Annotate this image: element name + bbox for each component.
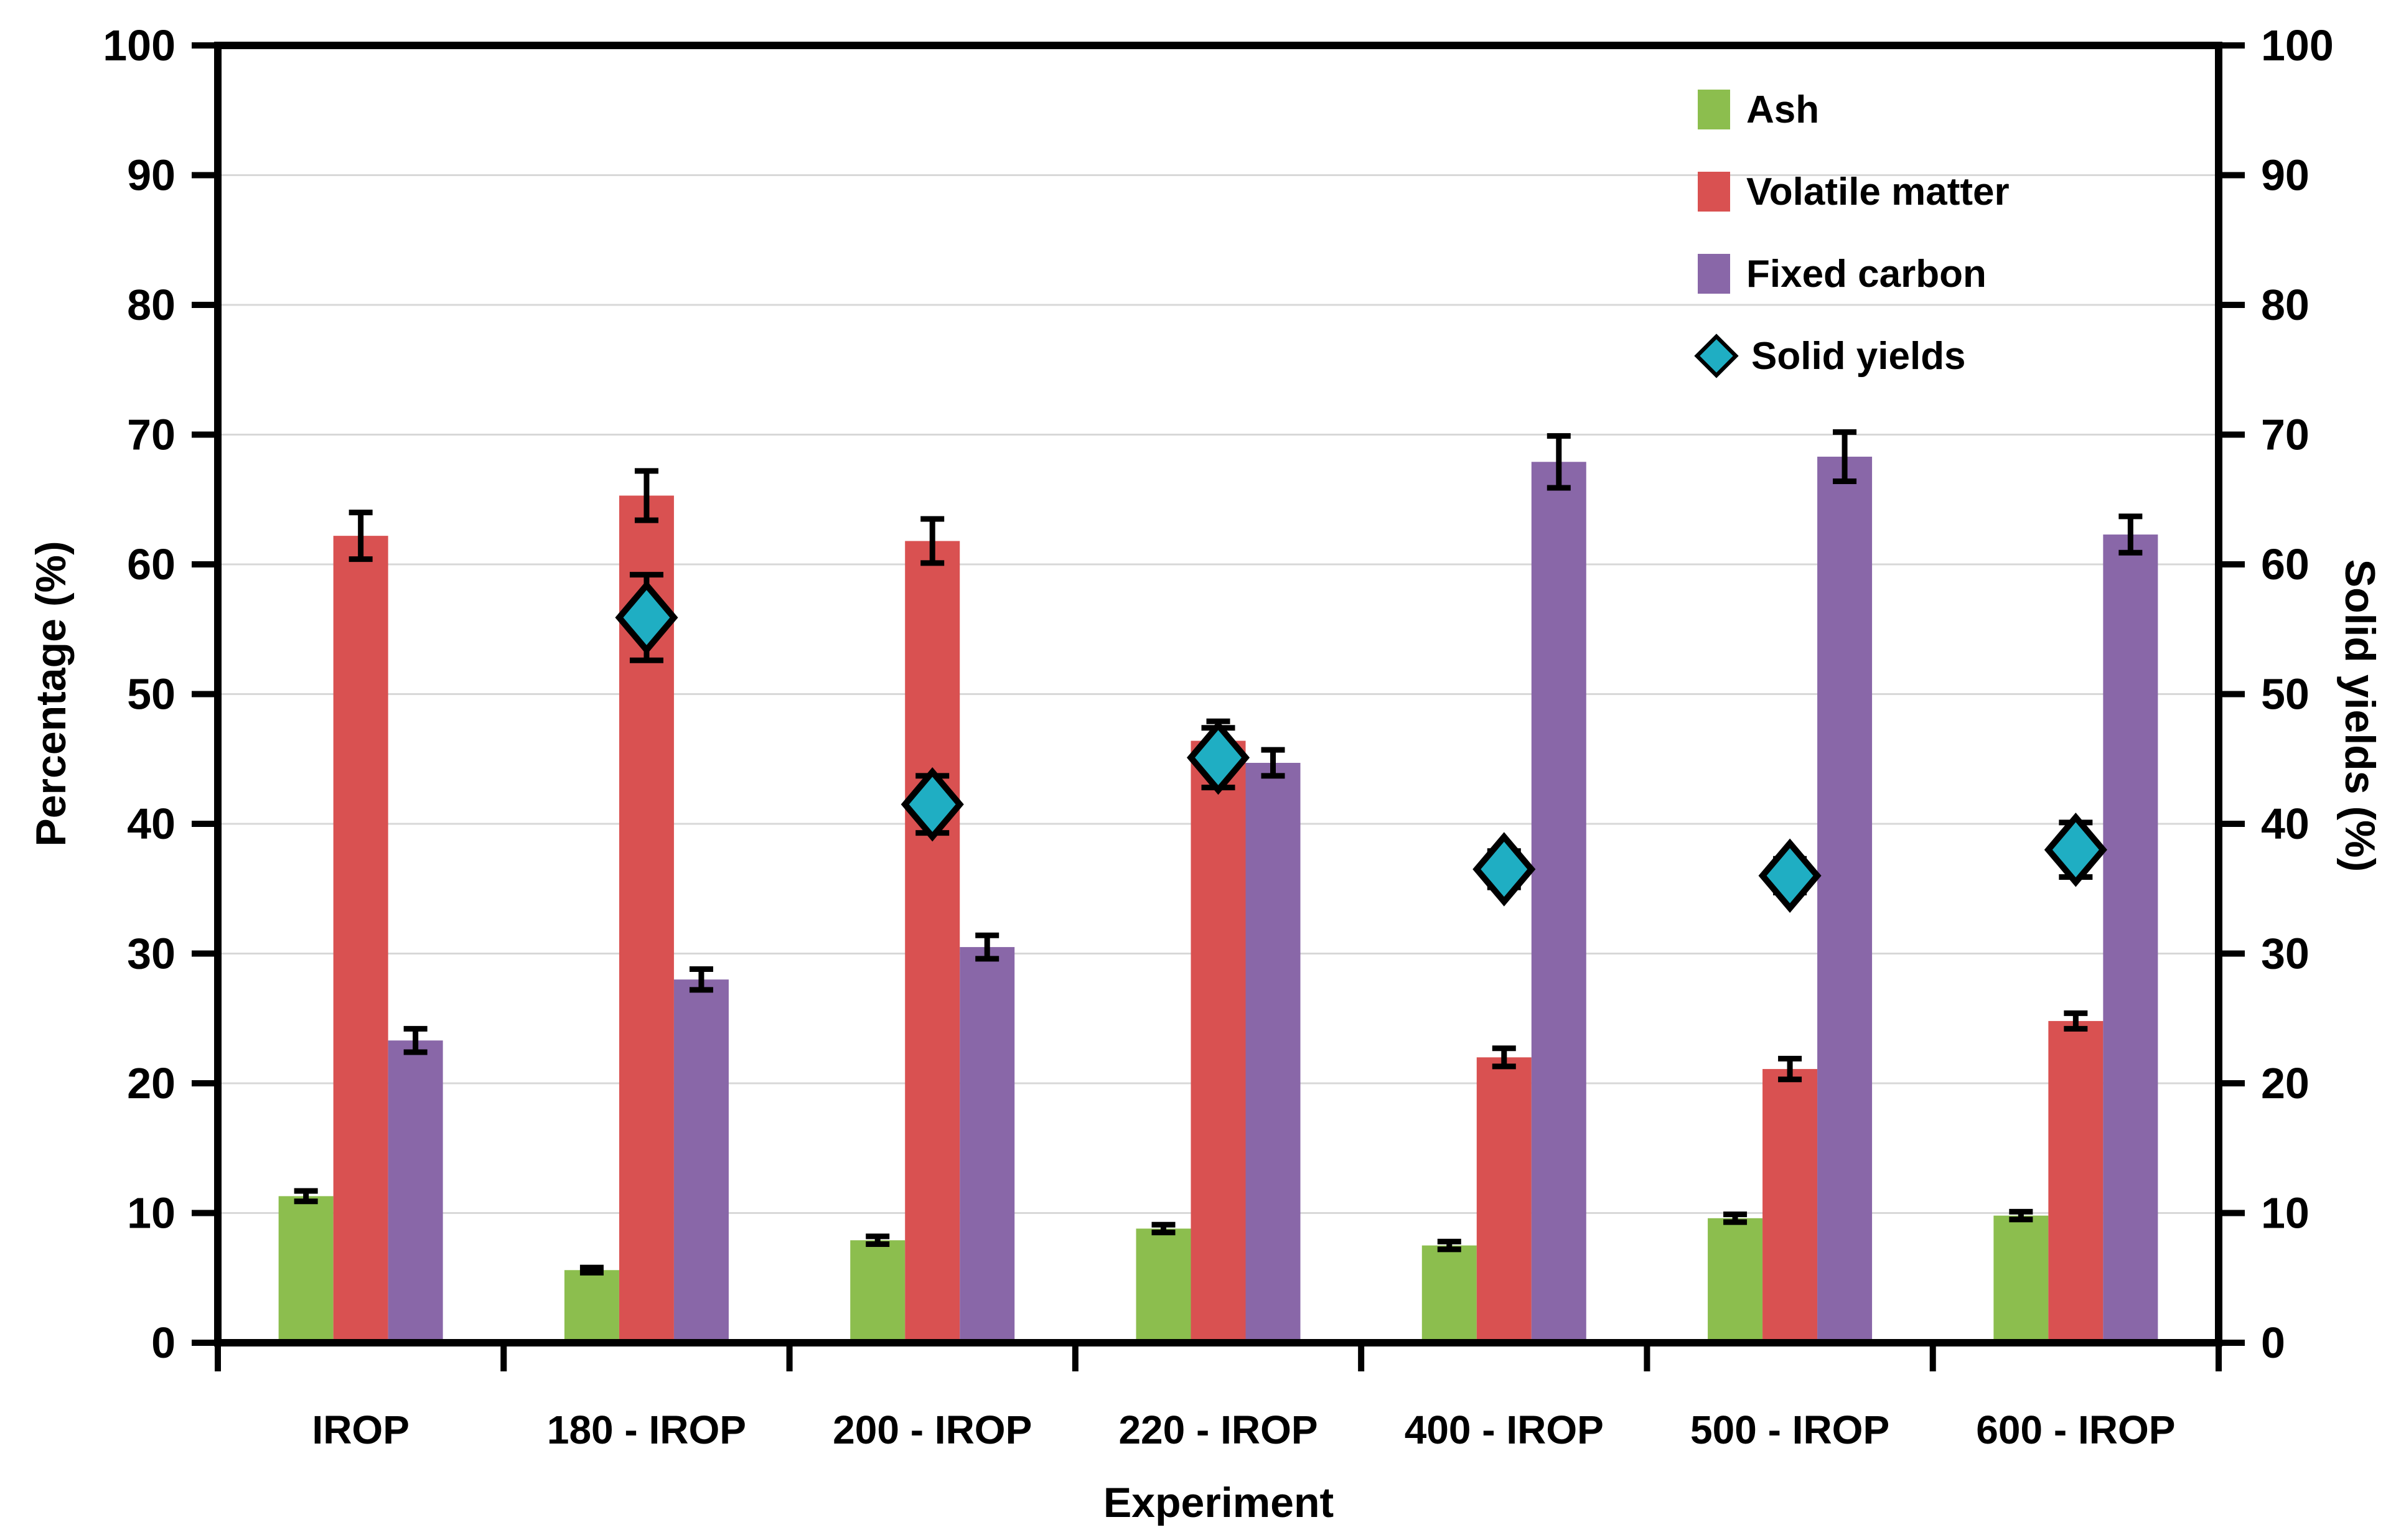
- fixed-carbon-swatch-icon: [1698, 254, 1730, 294]
- legend-item-fixed-carbon: Fixed carbon: [1698, 233, 2010, 315]
- ash-bar-500-irop: [1708, 1218, 1763, 1343]
- right-tick-label-30: 30: [2261, 930, 2310, 978]
- legend-item-volatile-matter: Volatile matter: [1698, 151, 2010, 233]
- category-label-600-irop: 600 - IROP: [1976, 1407, 2175, 1452]
- volatile-matter-bar-200-irop: [905, 541, 960, 1343]
- category-label-220-irop: 220 - IROP: [1118, 1407, 1318, 1452]
- left-tick-label-90: 90: [127, 151, 176, 200]
- left-tick-label-20: 20: [127, 1059, 176, 1108]
- ash-bar-200-irop: [850, 1240, 906, 1343]
- ash-bar-600-irop: [1993, 1215, 2049, 1343]
- category-label-400-irop: 400 - IROP: [1405, 1407, 1604, 1452]
- left-tick-label-80: 80: [127, 281, 176, 329]
- legend-label-fixed-carbon: Fixed carbon: [1746, 252, 1987, 296]
- left-tick-label-10: 10: [127, 1189, 176, 1238]
- left-tick-label-100: 100: [103, 21, 176, 70]
- right-tick-label-80: 80: [2261, 281, 2310, 329]
- solid-yields-marker-500-irop: [1758, 838, 1822, 913]
- legend-label-volatile-matter: Volatile matter: [1746, 170, 2010, 213]
- category-label-200-irop: 200 - IROP: [833, 1407, 1032, 1452]
- volatile-matter-swatch-icon: [1698, 172, 1730, 212]
- legend-label-ash: Ash: [1746, 88, 1820, 131]
- ash-bar-220-irop: [1136, 1228, 1191, 1343]
- solid-yields-diamond-icon: [1694, 334, 1739, 378]
- ash-bar-irop: [278, 1196, 334, 1343]
- solid-yields-marker-220-irop: [1186, 720, 1250, 795]
- left-tick-label-0: 0: [151, 1318, 176, 1367]
- left-tick-label-70: 70: [127, 411, 176, 459]
- right-tick-label-0: 0: [2261, 1318, 2285, 1367]
- fixed-carbon-bar-600-irop: [2103, 534, 2158, 1343]
- left-tick-label-60: 60: [127, 540, 176, 589]
- ash-bar-180-irop: [564, 1270, 619, 1343]
- ash-swatch-icon: [1698, 90, 1730, 129]
- right-tick-label-100: 100: [2261, 21, 2334, 70]
- volatile-matter-bar-400-irop: [1476, 1057, 1532, 1343]
- volatile-matter-bar-220-irop: [1191, 740, 1246, 1343]
- left-tick-label-30: 30: [127, 930, 176, 978]
- x-axis-title: Experiment: [1103, 1479, 1334, 1526]
- fixed-carbon-bar-200-irop: [960, 947, 1015, 1343]
- volatile-matter-bar-500-irop: [1762, 1069, 1818, 1343]
- volatile-matter-bar-irop: [333, 536, 388, 1343]
- category-label-180-irop: 180 - IROP: [547, 1407, 746, 1452]
- right-tick-label-10: 10: [2261, 1189, 2310, 1238]
- volatile-matter-bar-600-irop: [2048, 1020, 2104, 1343]
- fixed-carbon-bar-500-irop: [1817, 456, 1873, 1343]
- right-tick-label-50: 50: [2261, 670, 2310, 719]
- solid-yields-marker-180-irop: [615, 580, 678, 655]
- left-tick-label-50: 50: [127, 670, 176, 719]
- fixed-carbon-bar-220-irop: [1245, 763, 1301, 1343]
- left-tick-label-40: 40: [127, 800, 176, 848]
- solid-yields-marker-600-irop: [2044, 812, 2107, 887]
- ash-bar-400-irop: [1421, 1245, 1477, 1343]
- legend-item-ash: Ash: [1698, 68, 2010, 151]
- right-tick-label-70: 70: [2261, 411, 2310, 459]
- y-axis-title-right: Solid yields (%): [2336, 559, 2384, 872]
- solid-yields-marker-200-irop: [901, 767, 964, 842]
- legend: Ash Volatile matter Fixed carbon Solid y…: [1694, 68, 2010, 397]
- right-tick-label-40: 40: [2261, 800, 2310, 848]
- right-tick-label-60: 60: [2261, 540, 2310, 589]
- fixed-carbon-bar-400-irop: [1531, 462, 1586, 1343]
- legend-item-solid-yields: Solid yields: [1694, 315, 2010, 397]
- right-tick-label-90: 90: [2261, 151, 2310, 200]
- fixed-carbon-bar-irop: [388, 1040, 443, 1343]
- category-label-irop: IROP: [312, 1407, 409, 1452]
- y-axis-title-left: Percentage (%): [27, 541, 75, 847]
- fixed-carbon-bar-180-irop: [673, 979, 729, 1343]
- category-label-500-irop: 500 - IROP: [1690, 1407, 1889, 1452]
- solid-yields-marker-400-irop: [1472, 832, 1536, 907]
- legend-label-solid-yields: Solid yields: [1751, 334, 1966, 378]
- right-tick-label-20: 20: [2261, 1059, 2310, 1108]
